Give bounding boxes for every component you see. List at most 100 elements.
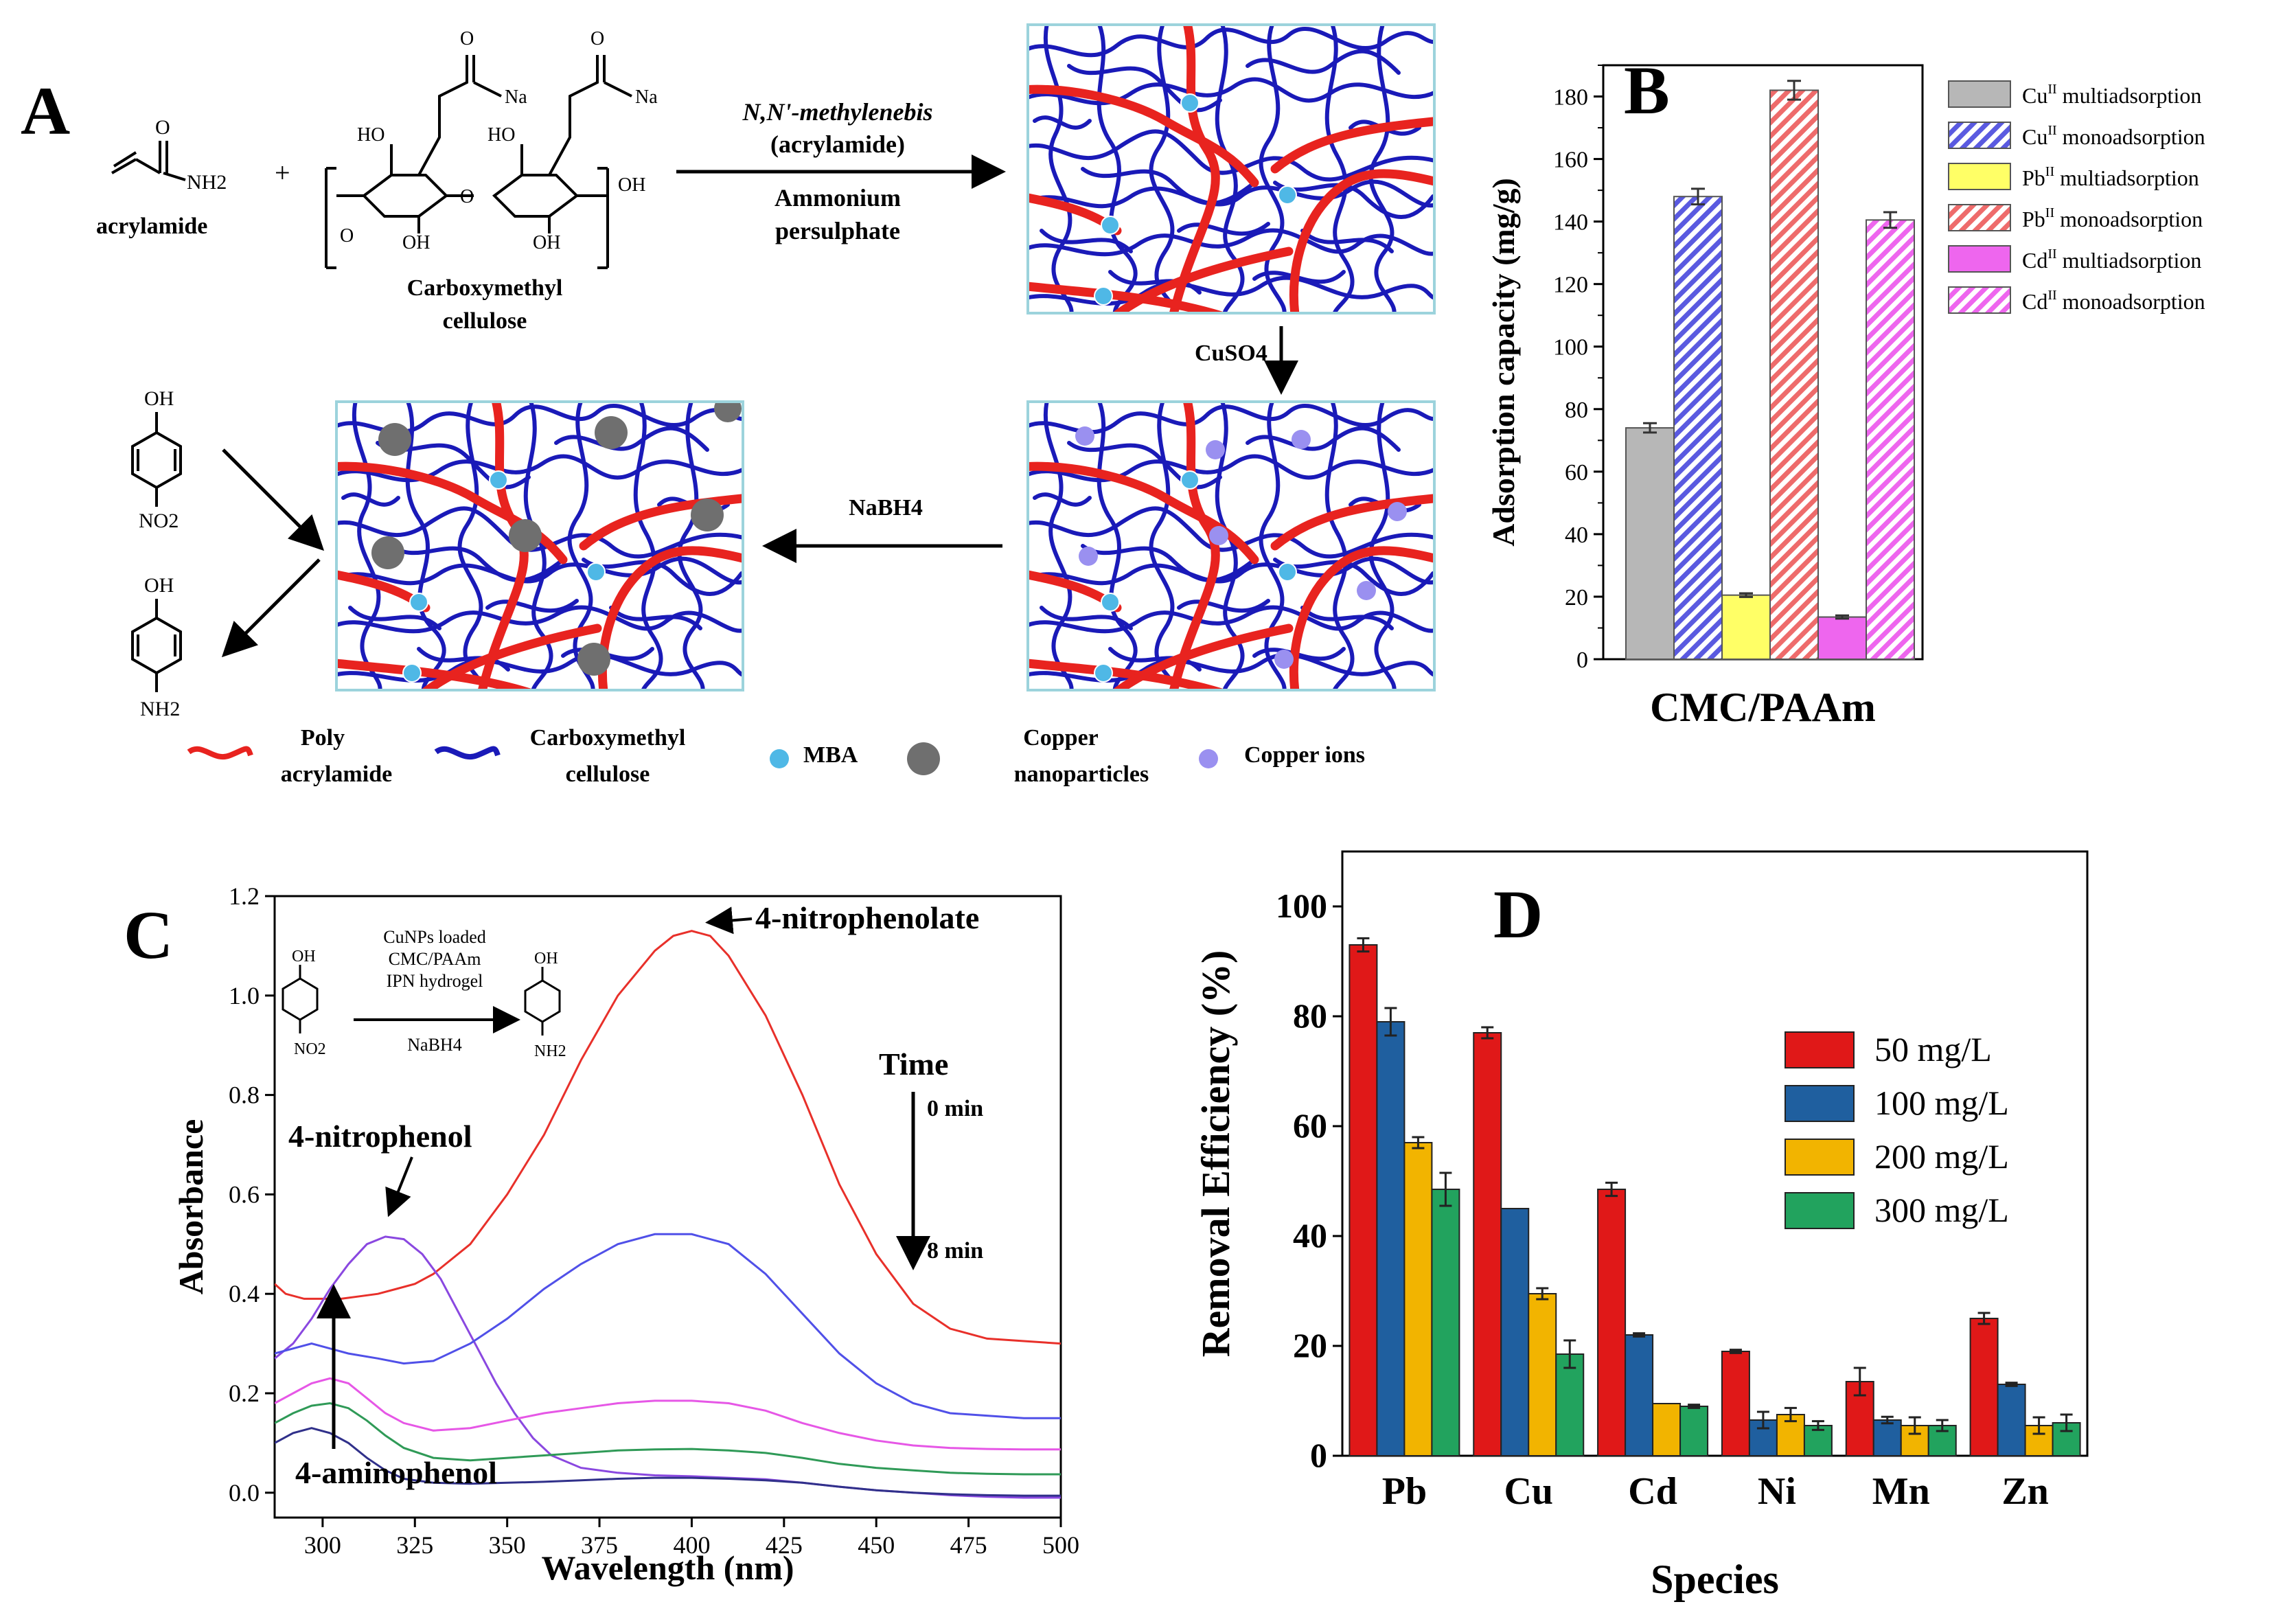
panel-b: B 0 20 40 60 80 100 120 140 160 180 Adsorption cap… — [1486, 52, 2205, 730]
chart-d-ytick-label: 20 — [1293, 1326, 1327, 1364]
catalysis-in-arrow — [222, 448, 325, 551]
cuso4-label: CuSO4 — [1195, 341, 1267, 366]
chart-d-legend-label: 100 mg/L — [1874, 1084, 2009, 1122]
chart-b-ytick-label: 80 — [1565, 398, 1588, 423]
chart-b-legend-label: CdII multiadsorption — [2022, 247, 2201, 273]
legend-cuion-label: Copper ions — [1244, 742, 1365, 768]
legend-cmc-swatch — [434, 746, 501, 759]
chart-b-xlabel: CMC/PAAm — [1650, 685, 1876, 730]
panel-b-letter: B — [1624, 52, 1670, 128]
cu-ion-box-frame — [1026, 400, 1436, 691]
chart-d-ytick-label: 0 — [1310, 1436, 1327, 1474]
chart-d-xtick-label: Cd — [1628, 1470, 1677, 1513]
chart-c-series-line — [275, 1377, 1061, 1451]
chart-d-bar — [1969, 1318, 1999, 1456]
chart-c-xtick-label: 450 — [858, 1531, 895, 1559]
chart-d: 0 20 40 60 80 100 Removal Efficiency (%) Specie… — [1193, 850, 2089, 1602]
chart-c-series-line — [275, 930, 1061, 1345]
chart-d-ytick-label: 40 — [1293, 1216, 1327, 1255]
inset-oh-left: OH — [292, 948, 316, 965]
initiator-label-line2: persulphate — [775, 217, 900, 244]
cmc-o-label-1: O — [460, 28, 474, 49]
hydrogel-network-box — [1021, 18, 1440, 320]
chart-c-ytick-label: 0.2 — [229, 1380, 260, 1407]
inset-nh2: NH2 — [534, 1042, 566, 1060]
chart-d-legend-swatch — [1785, 1192, 1855, 1229]
inset-catalyst-line1: CuNPs loaded — [383, 927, 486, 947]
chart-d-bar — [1652, 1403, 1682, 1456]
acrylamide-o-label: O — [155, 116, 170, 139]
cmc-bridge-o: O — [460, 186, 474, 207]
chart-d-bar — [1597, 1189, 1627, 1456]
acrylamide-nh2-label: NH2 — [187, 171, 227, 194]
chart-c-ytick-label: 0.8 — [229, 1082, 260, 1109]
inset-reagent: NaBH4 — [407, 1035, 461, 1055]
chart-b-bar — [1673, 196, 1723, 661]
crosslinker-label-line1: N,N'-methylenebis — [742, 98, 933, 126]
legend-paam-line2: acrylamide — [281, 762, 392, 787]
chart-d-bar — [1431, 1189, 1460, 1456]
chart-c-ylabel: Absorbance — [172, 1119, 210, 1295]
panel-d: D 0 20 40 60 80 100 Removal Efficiency (%) Spec… — [1193, 850, 2089, 1602]
crosslinker-label-line2: (acrylamide) — [770, 130, 905, 158]
chart-d-bar — [1555, 1353, 1585, 1456]
panel-a-letter: A — [21, 73, 70, 149]
chart-d-legend-swatch — [1785, 1085, 1855, 1122]
chart-b-bar — [1769, 89, 1819, 660]
acrylamide-structure — [111, 141, 186, 181]
time-label: Time — [879, 1047, 948, 1082]
chart-d-xtick-label: Cu — [1504, 1470, 1553, 1513]
chart-d-bar — [1403, 1142, 1433, 1456]
cmc-label-line2: cellulose — [443, 308, 527, 334]
cmc-na-label-1: Na — [505, 87, 527, 108]
time-end: 8 min — [927, 1238, 983, 1263]
aminophenol-oh-label: OH — [144, 574, 174, 597]
inset-catalyst-line2: CMC/PAAm — [389, 949, 481, 969]
chart-d-xlabel: Species — [1651, 1557, 1779, 1602]
chart-d-legend-swatch — [1785, 1031, 1855, 1068]
initiator-label-line1: Ammonium — [774, 184, 901, 211]
chart-c-ytick-label: 0.0 — [229, 1479, 260, 1507]
chart-b-legend-swatch — [1948, 245, 2011, 273]
legend-cunp-swatch — [907, 742, 940, 775]
legend-mba-swatch — [770, 749, 789, 768]
chart-d-bar — [1721, 1351, 1750, 1456]
chart-c-xtick-label: 400 — [673, 1531, 710, 1559]
annot-nitrophenolate-arrow — [705, 906, 753, 935]
chart-d-bar — [1625, 1334, 1654, 1456]
cmc-oh-label-1: OH — [402, 232, 430, 253]
panel-a-legend: Poly acrylamide Carboxymethyl cellulose … — [187, 725, 1365, 787]
panel-a: A O NH2 acrylamide + — [21, 18, 1440, 787]
chart-d-bar — [1997, 1384, 2026, 1456]
panel-c: C 0.0 0.2 0.4 0.6 0.8 1.0 1.2 300 325 350 375 400 42… — [124, 882, 1079, 1587]
chart-b-ytick-label: 160 — [1553, 148, 1588, 173]
chart-b-ytick-label: 40 — [1565, 523, 1588, 548]
chart-d-frame — [1341, 850, 2089, 1457]
chart-d-bar — [1376, 1021, 1405, 1456]
chart-b-legend-swatch — [1948, 286, 2011, 314]
cmc-ho-label-1: HO — [357, 124, 385, 146]
hydrogel-box-frame — [1026, 23, 1436, 314]
chart-b-legend-swatch — [1948, 80, 2011, 108]
chart-d-legend-label: 50 mg/L — [1874, 1030, 1992, 1068]
inset-no2: NO2 — [294, 1040, 326, 1058]
chart-b-bar — [1817, 616, 1867, 661]
annot-nitrophenolate: 4-nitrophenolate — [755, 900, 979, 935]
chart-c-lines — [275, 930, 1061, 1499]
chart-b-bar — [1721, 594, 1771, 661]
time-start: 0 min — [927, 1096, 983, 1121]
chart-b-legend-swatch — [1948, 122, 2011, 149]
chart-c-xtick-label: 375 — [581, 1531, 618, 1559]
chart-d-bar — [1872, 1419, 1902, 1456]
legend-cmc-line2: cellulose — [566, 762, 650, 787]
legend-cuion-swatch — [1199, 749, 1218, 768]
chart-d-ylabel: Removal Efficiency (%) — [1193, 950, 1238, 1358]
chart-b-legend-label: CuII multiadsorption — [2022, 82, 2201, 108]
chart-b-ytick-label: 20 — [1565, 585, 1588, 610]
cmc-na-label-2: Na — [635, 87, 658, 108]
chart-b-ytick-label: 100 — [1553, 335, 1588, 361]
chart-d-legend-swatch — [1785, 1139, 1855, 1176]
cmc-label-line1: Carboxymethyl — [407, 275, 563, 301]
chart-d-bar — [1528, 1293, 1557, 1456]
